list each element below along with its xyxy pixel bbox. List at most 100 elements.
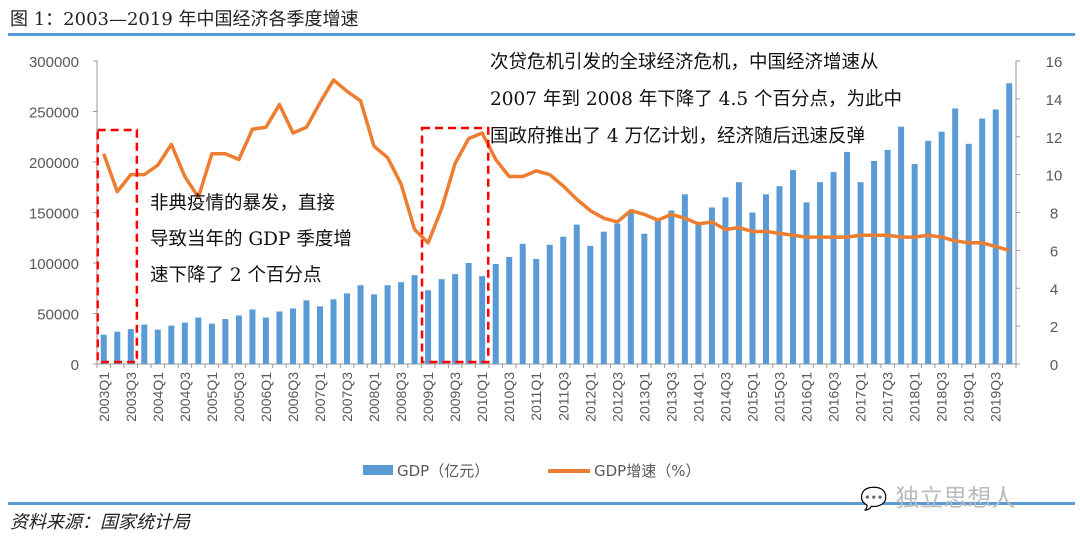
right-tick-label: 10 (1046, 168, 1063, 185)
right-tick-label: 16 (1046, 54, 1063, 71)
annotation-line: 速下降了 2 个百分点 (150, 265, 322, 286)
gdp-bar (479, 276, 486, 364)
gdp-bar (533, 258, 540, 364)
gdp-bar (938, 131, 945, 364)
gdp-bar (925, 140, 932, 364)
annotation-line: 导致当年的 GDP 季度增 (150, 229, 352, 250)
legend-label-gdp: GDP（亿元） (397, 462, 489, 480)
right-tick-label: 8 (1050, 206, 1058, 223)
gdp-bar (749, 212, 756, 364)
annotation-line: 非典疫情的暴发，直接 (150, 193, 336, 214)
gdp-bar (654, 219, 661, 364)
x-tick-label: 2015Q3 (771, 372, 787, 422)
watermark: 💬 独立思想人 (860, 478, 1015, 513)
gdp-bar (411, 275, 418, 364)
gdp-bar (154, 329, 161, 364)
x-tick-label: 2017Q3 (880, 372, 896, 422)
highlight-box (420, 126, 490, 364)
gdp-bar (668, 210, 675, 364)
left-tick-label: 200000 (29, 155, 79, 172)
gdp-bar (289, 308, 296, 364)
gdp-bar (600, 231, 607, 364)
gdp-bar (992, 109, 999, 364)
x-tick-label: 2019Q1 (961, 372, 977, 422)
gdp-bar (560, 236, 567, 364)
x-tick-label: 2017Q1 (853, 372, 869, 422)
top-divider (8, 33, 1075, 36)
right-tick-label: 0 (1050, 357, 1058, 374)
gdp-bar (695, 222, 702, 364)
gdp-bar (817, 182, 824, 364)
gdp-bar (587, 245, 594, 364)
gdp-bar (492, 264, 499, 364)
gdp-bar (871, 160, 878, 364)
gdp-bar (438, 279, 445, 364)
gdp-bar (573, 224, 580, 364)
gdp-bar (722, 197, 729, 364)
highlight-box (96, 128, 139, 364)
x-tick-label: 2004Q3 (177, 372, 193, 422)
x-tick-label: 2018Q1 (907, 372, 923, 422)
x-tick-label: 2014Q3 (717, 372, 733, 422)
gdp-bar (276, 311, 283, 364)
x-tick-label: 2009Q3 (447, 372, 463, 422)
annotation-line: 2007 年到 2008 年下降了 4.5 个百分点，为此中 (490, 89, 902, 110)
gdp-bar (708, 207, 715, 364)
gdp-bar (614, 223, 621, 364)
gdp-bar (803, 202, 810, 364)
gdp-bar (127, 329, 134, 364)
gdp-bar (884, 149, 891, 364)
left-tick-label: 50000 (37, 307, 79, 324)
bottom-divider (8, 502, 1075, 505)
gdp-bar (911, 164, 918, 364)
left-tick-label: 0 (71, 357, 79, 374)
x-tick-label: 2006Q3 (285, 372, 301, 422)
right-tick-label: 14 (1046, 92, 1063, 109)
x-tick-label: 2013Q3 (663, 372, 679, 422)
x-tick-label: 2014Q1 (690, 372, 706, 422)
x-tick-label: 2008Q1 (366, 372, 382, 422)
gdp-bar (100, 334, 107, 364)
gdp-bar (262, 317, 269, 364)
x-tick-label: 2009Q1 (420, 372, 436, 422)
sars-annotation: 非典疫情的暴发，直接 导致当年的 GDP 季度增 速下降了 2 个百分点 (150, 186, 352, 294)
watermark-text: 独立思想人 (895, 484, 1016, 512)
gdp-bar (844, 151, 851, 364)
x-tick-label: 2011Q3 (555, 372, 571, 421)
gdp-bar (425, 290, 432, 364)
gdp-bar (641, 233, 648, 364)
x-tick-label: 2004Q1 (150, 372, 166, 422)
gdp-bar (195, 317, 202, 364)
x-tick-label: 2005Q1 (204, 372, 220, 422)
legend-swatch-gdp (363, 465, 393, 475)
x-tick-label: 2012Q1 (582, 372, 598, 422)
wechat-icon: 💬 (860, 487, 888, 512)
crisis-annotation: 次贷危机引发的全球经济危机，中国经济增速从 2007 年到 2008 年下降了 … (490, 44, 902, 155)
gdp-bar (357, 285, 364, 364)
x-tick-label: 2016Q3 (826, 372, 842, 422)
left-tick-label: 150000 (29, 206, 79, 223)
gdp-bar (384, 285, 391, 364)
x-tick-label: 2012Q3 (609, 372, 625, 422)
gdp-bar (249, 309, 256, 364)
left-tick-label: 250000 (29, 105, 79, 122)
gdp-bar (181, 322, 188, 364)
x-tick-label: 2007Q3 (339, 372, 355, 422)
x-tick-label: 2019Q3 (988, 372, 1004, 422)
gdp-bar (235, 315, 242, 364)
gdp-bar (208, 323, 215, 364)
gdp-bar (371, 294, 378, 364)
gdp-bar (222, 319, 229, 364)
source-note: 资料来源：国家统计局 (10, 512, 190, 533)
gdp-bar (114, 331, 121, 364)
gdp-bar (465, 263, 472, 364)
gdp-growth-line (102, 78, 1010, 253)
gdp-bar (452, 274, 459, 364)
x-tick-label: 2007Q1 (312, 372, 328, 422)
gdp-bar (776, 186, 783, 364)
right-tick-label: 6 (1050, 243, 1058, 260)
x-tick-label: 2008Q3 (393, 372, 409, 422)
gdp-bar (519, 243, 526, 364)
figure-title: 图 1：2003—2019 年中国经济各季度增速 (10, 9, 359, 30)
